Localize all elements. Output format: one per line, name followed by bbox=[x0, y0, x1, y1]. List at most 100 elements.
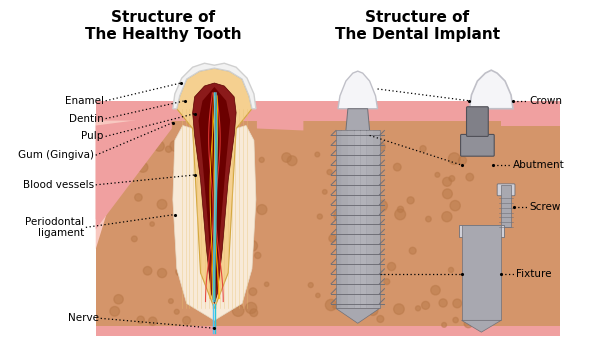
Bar bbox=[336, 130, 341, 308]
Circle shape bbox=[397, 206, 404, 213]
FancyBboxPatch shape bbox=[467, 107, 488, 136]
Circle shape bbox=[114, 295, 123, 304]
Polygon shape bbox=[96, 121, 304, 336]
Bar bbox=[380, 130, 385, 308]
Circle shape bbox=[124, 155, 132, 162]
Circle shape bbox=[187, 284, 194, 292]
Circle shape bbox=[407, 197, 414, 204]
Circle shape bbox=[448, 267, 454, 273]
Text: Structure of
The Dental Implant: Structure of The Dental Implant bbox=[335, 10, 500, 42]
Text: Structure of
The Healthy Tooth: Structure of The Healthy Tooth bbox=[85, 10, 241, 42]
Circle shape bbox=[204, 244, 208, 248]
Circle shape bbox=[191, 294, 199, 302]
Circle shape bbox=[409, 247, 416, 254]
Circle shape bbox=[249, 288, 257, 295]
Circle shape bbox=[212, 290, 224, 302]
Circle shape bbox=[474, 231, 479, 237]
Circle shape bbox=[351, 149, 356, 155]
Circle shape bbox=[368, 306, 378, 315]
Circle shape bbox=[358, 228, 369, 239]
Circle shape bbox=[173, 167, 184, 178]
Circle shape bbox=[259, 157, 264, 162]
Circle shape bbox=[154, 141, 164, 151]
Polygon shape bbox=[338, 71, 377, 109]
Circle shape bbox=[358, 179, 368, 188]
Circle shape bbox=[250, 309, 257, 317]
Circle shape bbox=[176, 267, 185, 276]
Circle shape bbox=[257, 205, 267, 215]
Polygon shape bbox=[96, 101, 304, 121]
FancyBboxPatch shape bbox=[497, 184, 515, 196]
Circle shape bbox=[420, 146, 426, 152]
Circle shape bbox=[464, 294, 471, 300]
Polygon shape bbox=[96, 326, 304, 336]
Circle shape bbox=[388, 263, 395, 270]
Text: Abutment: Abutment bbox=[513, 160, 565, 170]
Circle shape bbox=[464, 319, 473, 328]
Circle shape bbox=[345, 256, 352, 263]
Circle shape bbox=[442, 211, 452, 222]
Bar bbox=[349, 130, 354, 308]
Circle shape bbox=[316, 293, 320, 298]
Circle shape bbox=[247, 205, 254, 213]
Polygon shape bbox=[199, 87, 230, 302]
Text: Fixture: Fixture bbox=[516, 269, 551, 279]
Circle shape bbox=[345, 277, 353, 286]
Circle shape bbox=[372, 205, 378, 211]
Circle shape bbox=[377, 142, 385, 151]
Polygon shape bbox=[304, 121, 560, 336]
Circle shape bbox=[287, 156, 297, 166]
Bar bbox=[501, 185, 511, 227]
Polygon shape bbox=[346, 109, 370, 130]
Circle shape bbox=[208, 176, 217, 186]
Circle shape bbox=[317, 214, 322, 219]
Circle shape bbox=[377, 200, 388, 211]
Circle shape bbox=[458, 156, 466, 165]
Circle shape bbox=[329, 235, 336, 242]
Polygon shape bbox=[96, 121, 150, 219]
Circle shape bbox=[453, 317, 458, 323]
Circle shape bbox=[373, 268, 381, 276]
Circle shape bbox=[169, 299, 173, 304]
Circle shape bbox=[143, 266, 152, 275]
Text: Periodontal
ligament: Periodontal ligament bbox=[25, 217, 84, 238]
Circle shape bbox=[422, 302, 430, 309]
Circle shape bbox=[254, 252, 261, 258]
Text: Gum (Gingiva): Gum (Gingiva) bbox=[18, 150, 94, 160]
Polygon shape bbox=[304, 101, 560, 121]
Bar bbox=[367, 130, 373, 308]
Circle shape bbox=[232, 305, 244, 316]
Bar bbox=[458, 225, 504, 237]
Circle shape bbox=[229, 236, 237, 244]
Polygon shape bbox=[177, 68, 252, 308]
Circle shape bbox=[199, 275, 211, 286]
Circle shape bbox=[333, 305, 337, 308]
Text: Crown: Crown bbox=[530, 96, 563, 106]
Circle shape bbox=[425, 216, 431, 222]
Circle shape bbox=[182, 316, 191, 324]
Circle shape bbox=[182, 172, 188, 178]
Circle shape bbox=[239, 241, 245, 247]
Circle shape bbox=[354, 144, 365, 156]
Circle shape bbox=[439, 299, 447, 307]
Circle shape bbox=[150, 222, 154, 226]
Bar bbox=[342, 130, 347, 308]
Circle shape bbox=[166, 146, 172, 152]
Circle shape bbox=[134, 194, 142, 201]
Circle shape bbox=[322, 190, 327, 194]
Text: Dentin: Dentin bbox=[69, 114, 104, 124]
Polygon shape bbox=[461, 320, 501, 332]
Circle shape bbox=[157, 199, 167, 209]
Polygon shape bbox=[173, 126, 256, 320]
Polygon shape bbox=[501, 111, 560, 126]
Circle shape bbox=[111, 144, 119, 152]
Circle shape bbox=[207, 303, 217, 313]
Circle shape bbox=[327, 169, 332, 175]
Circle shape bbox=[233, 264, 244, 275]
Circle shape bbox=[187, 253, 199, 264]
Circle shape bbox=[236, 178, 244, 185]
Bar bbox=[355, 130, 360, 308]
Circle shape bbox=[360, 252, 370, 262]
Circle shape bbox=[449, 176, 455, 181]
Circle shape bbox=[245, 302, 257, 314]
